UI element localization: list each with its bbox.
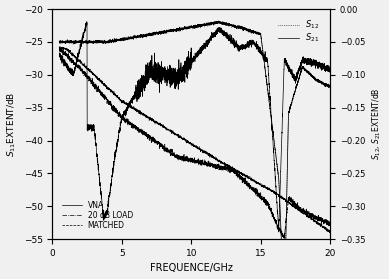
$S_{21}$ [323,85,328,88]
Legend: VNA, 20 dB LOAD, MATCHED: VNA, 20 dB LOAD, MATCHED [62,200,134,231]
$S_{21}$ [173,28,177,31]
$S_{12}$ [173,29,177,33]
20 dB LOAD [58,45,62,48]
VNA [294,77,298,80]
20 dB LOAD [57,48,61,51]
20 dB LOAD [328,222,333,226]
X-axis label: FREQUENCE/GHz: FREQUENCE/GHz [150,263,233,273]
Legend: $S_{12}$, $S_{21}$: $S_{12}$, $S_{21}$ [277,18,321,45]
$S_{21}$ [88,40,93,43]
$S_{12}$ [161,32,165,36]
Y-axis label: $S_{12}$, $S_{21}$EXTENT/dB: $S_{12}$, $S_{21}$EXTENT/dB [371,88,384,160]
$S_{12}$ [88,40,93,43]
Line: MATCHED: MATCHED [59,47,330,233]
$S_{12}$ [57,40,61,43]
$S_{21}$ [294,87,298,90]
VNA [104,214,109,217]
$S_{21}$ [104,40,109,44]
VNA [173,73,177,76]
MATCHED [104,85,109,88]
MATCHED [327,232,332,235]
$S_{12}$ [294,87,298,91]
20 dB LOAD [294,202,298,205]
$S_{21}$ [161,31,165,34]
Line: 20 dB LOAD: 20 dB LOAD [59,47,330,238]
20 dB LOAD [323,219,328,222]
MATCHED [161,126,166,129]
Y-axis label: $S_{11}$EXTENT/dB: $S_{11}$EXTENT/dB [5,91,18,157]
VNA [276,230,281,234]
VNA [161,73,166,76]
VNA [323,66,328,70]
20 dB LOAD [282,237,287,240]
MATCHED [88,69,93,73]
VNA [57,53,61,57]
$S_{12}$ [212,19,217,22]
$S_{12}$ [323,83,328,86]
$S_{21}$ [57,39,61,42]
$S_{12}$ [104,41,109,44]
20 dB LOAD [104,97,109,100]
$S_{21}$ [216,19,221,23]
Line: $S_{12}$: $S_{12}$ [59,21,330,279]
20 dB LOAD [88,78,93,82]
$S_{21}$ [328,85,333,88]
MATCHED [293,205,298,208]
MATCHED [322,226,327,229]
MATCHED [57,45,62,49]
VNA [88,125,93,128]
VNA [328,67,333,71]
MATCHED [57,46,61,49]
MATCHED [173,132,177,136]
VNA [84,20,89,23]
Line: $S_{21}$: $S_{21}$ [59,21,330,279]
20 dB LOAD [161,146,166,149]
20 dB LOAD [173,155,177,158]
$S_{12}$ [328,85,333,88]
MATCHED [328,230,333,233]
Line: VNA: VNA [59,22,330,232]
